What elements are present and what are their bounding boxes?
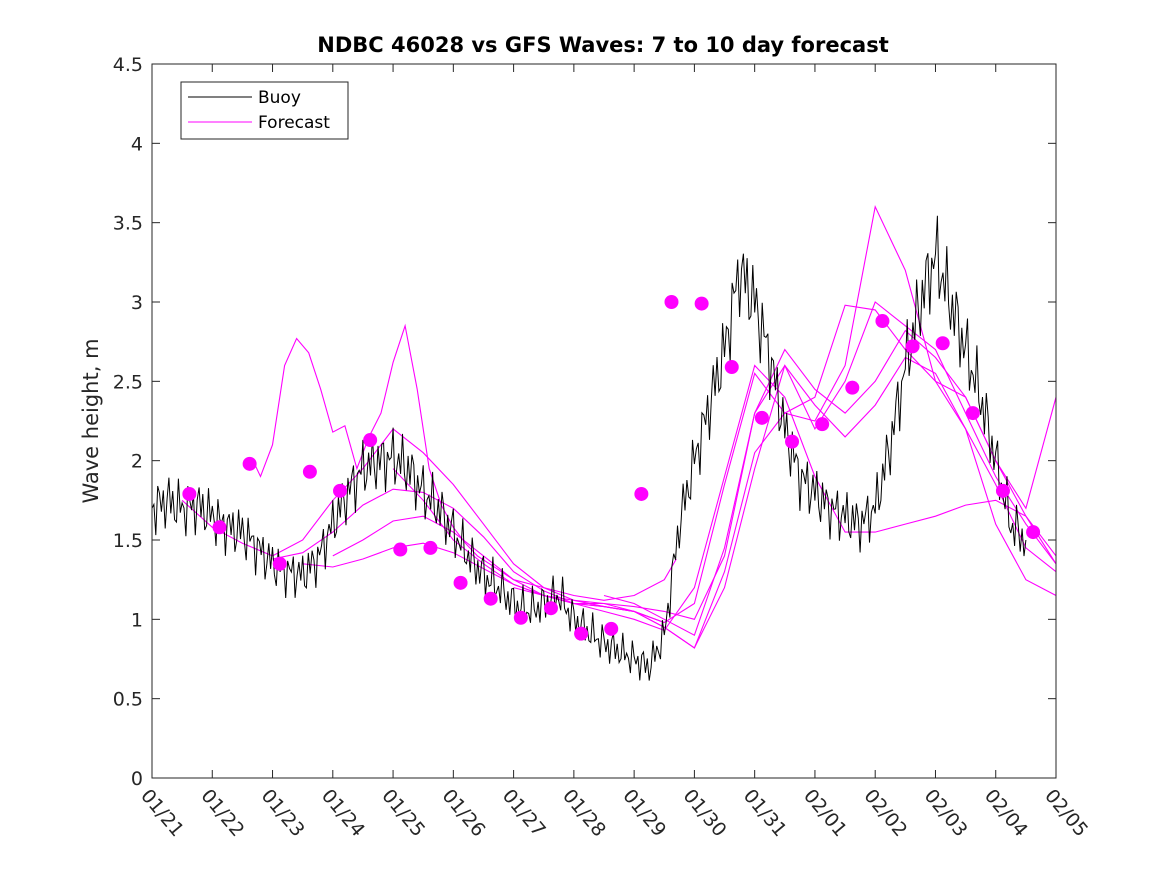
legend-buoy-label: Buoy: [258, 88, 301, 108]
forecast-marker: [393, 542, 408, 557]
forecast-marker: [604, 621, 619, 636]
x-tick-label: 01/23: [257, 785, 309, 841]
forecast-marker: [905, 339, 920, 354]
chart-title: NDBC 46028 vs GFS Waves: 7 to 10 day for…: [317, 33, 888, 57]
x-tick-label: 01/24: [317, 785, 369, 841]
forecast-marker: [333, 483, 348, 498]
forecast-marker: [754, 410, 769, 425]
x-tick-label: 01/29: [618, 785, 670, 841]
legend-box: [180, 81, 349, 140]
forecast-marker: [513, 610, 528, 625]
forecast-marker: [815, 417, 830, 432]
y-tick-label: 1: [131, 609, 143, 631]
y-tick-label: 2.5: [113, 371, 143, 393]
forecast-marker: [965, 406, 980, 421]
x-tick-label: 01/26: [438, 785, 490, 841]
x-tick-label: 01/27: [498, 785, 550, 841]
y-tick-label: 0.5: [113, 689, 143, 711]
forecast-line-1: [181, 428, 665, 624]
forecast-marker: [483, 591, 498, 606]
y-tick-label: 2: [131, 451, 143, 473]
legend: Buoy Forecast: [180, 81, 349, 140]
x-tick-label: 02/01: [799, 785, 851, 841]
y-axis: 0 0.5 1 1.5 2 2.5 3 3.5 4 4.5: [113, 54, 1056, 790]
x-tick-label: 01/30: [679, 785, 731, 841]
y-tick-label: 4.5: [113, 54, 143, 76]
forecast-marker: [694, 296, 709, 311]
x-tick-label: 01/22: [196, 785, 248, 841]
x-tick-label: 01/31: [739, 785, 791, 841]
plot-frame: [151, 63, 1057, 779]
forecast-line-6: [392, 205, 1057, 624]
buoy-series-group: [151, 215, 1027, 681]
y-tick-label: 3.5: [113, 213, 143, 235]
forecast-marker: [574, 626, 589, 641]
forecast-marker: [845, 380, 860, 395]
forecast-marker: [363, 433, 378, 448]
forecast-marker: [664, 295, 679, 309]
forecast-marker: [423, 540, 438, 555]
forecast-marker-group: [182, 295, 1041, 641]
x-tick-label: 02/05: [1040, 785, 1092, 841]
forecast-marker: [212, 520, 227, 535]
forecast-marker: [634, 486, 649, 501]
forecast-marker: [995, 483, 1010, 498]
y-tick-label: 3: [131, 292, 143, 314]
forecast-marker: [935, 336, 950, 351]
forecast-marker: [242, 456, 257, 471]
x-tick-label: 01/28: [558, 785, 610, 841]
forecast-marker: [543, 601, 558, 616]
forecast-marker: [453, 575, 468, 590]
forecast-line-7: [513, 304, 1057, 649]
y-tick-label: 1.5: [113, 530, 143, 552]
x-tick-label: 01/21: [136, 785, 188, 841]
plot-area: [151, 63, 1057, 779]
forecast-marker: [1026, 525, 1041, 540]
y-axis-label: Wave height, m: [79, 338, 103, 503]
forecast-marker: [875, 314, 890, 329]
forecast-marker: [302, 464, 317, 479]
x-tick-label: 02/02: [859, 785, 911, 841]
legend-forecast-label: Forecast: [258, 113, 330, 133]
y-tick-label: 4: [131, 133, 143, 155]
y-tick-label: 0: [131, 768, 143, 790]
buoy-line: [151, 215, 1027, 681]
forecast-line-3: [272, 364, 1057, 632]
x-tick-label: 01/25: [377, 785, 429, 841]
x-tick-label: 02/04: [980, 785, 1032, 841]
x-tick-label: 02/03: [920, 785, 972, 841]
forecast-marker: [272, 556, 287, 571]
forecast-marker: [182, 486, 197, 501]
forecast-line-8: [603, 301, 1057, 636]
forecast-marker: [724, 360, 739, 375]
forecast-marker: [785, 434, 800, 449]
